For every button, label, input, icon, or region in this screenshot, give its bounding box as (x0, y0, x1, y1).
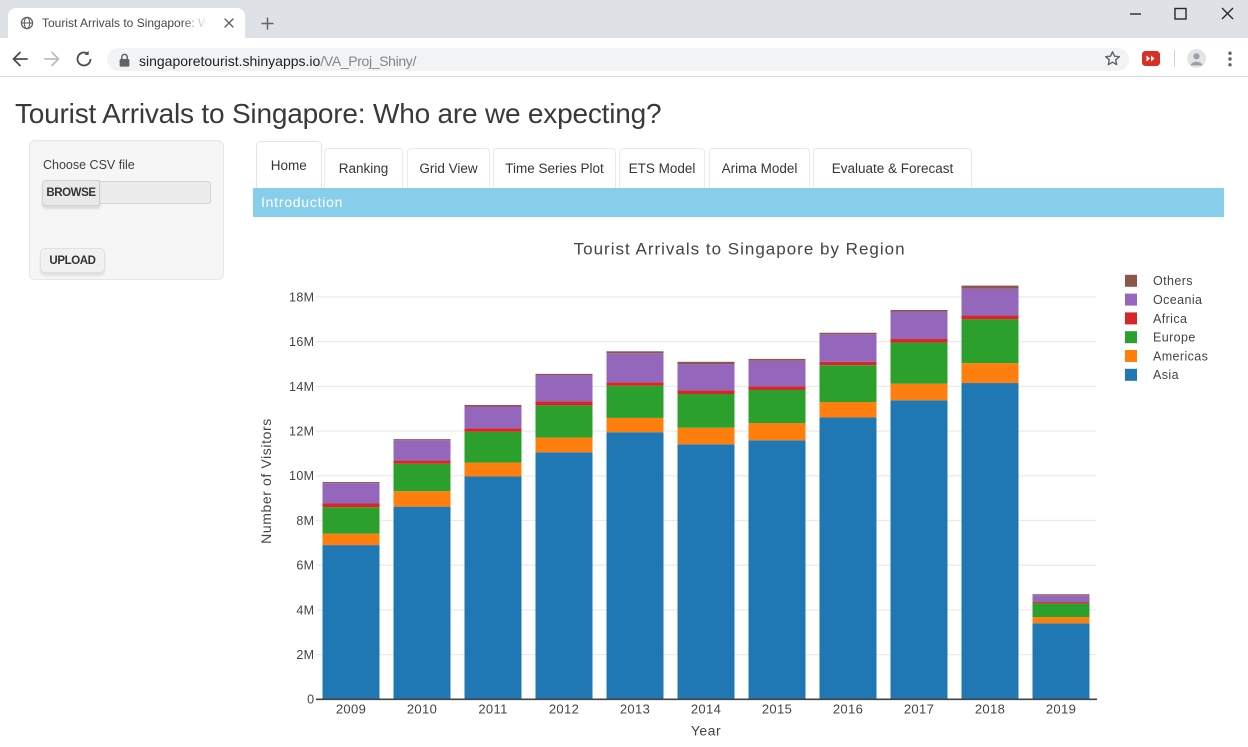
svg-text:2015: 2015 (762, 701, 792, 716)
svg-text:Europe: Europe (1153, 331, 1196, 345)
svg-text:Asia: Asia (1153, 368, 1179, 382)
svg-text:2018: 2018 (975, 701, 1005, 716)
svg-text:2010: 2010 (407, 701, 437, 716)
svg-text:8M: 8M (296, 514, 314, 528)
svg-text:2016: 2016 (833, 701, 863, 716)
svg-text:2009: 2009 (336, 701, 366, 716)
svg-text:2013: 2013 (620, 701, 650, 716)
svg-text:2017: 2017 (904, 701, 934, 716)
svg-text:0: 0 (307, 693, 314, 707)
svg-text:Oceania: Oceania (1153, 293, 1202, 307)
svg-text:16M: 16M (289, 335, 315, 349)
svg-text:6M: 6M (296, 559, 314, 573)
svg-text:Africa: Africa (1153, 312, 1187, 326)
svg-text:Tourist Arrivals to Singapore: Tourist Arrivals to Singapore by Region (574, 239, 906, 258)
svg-text:4M: 4M (296, 603, 314, 617)
svg-text:2014: 2014 (691, 701, 721, 716)
svg-text:Americas: Americas (1153, 349, 1208, 363)
svg-text:2011: 2011 (478, 701, 507, 716)
svg-text:12M: 12M (289, 425, 315, 439)
svg-text:14M: 14M (289, 380, 315, 394)
svg-text:Number of Visitors: Number of Visitors (258, 418, 274, 544)
svg-text:2019: 2019 (1046, 701, 1076, 716)
svg-text:2M: 2M (296, 648, 314, 662)
svg-text:Others: Others (1153, 274, 1193, 288)
svg-text:2012: 2012 (549, 701, 579, 716)
svg-text:18M: 18M (289, 290, 315, 304)
svg-text:Year: Year (691, 723, 721, 739)
svg-text:10M: 10M (289, 469, 315, 483)
